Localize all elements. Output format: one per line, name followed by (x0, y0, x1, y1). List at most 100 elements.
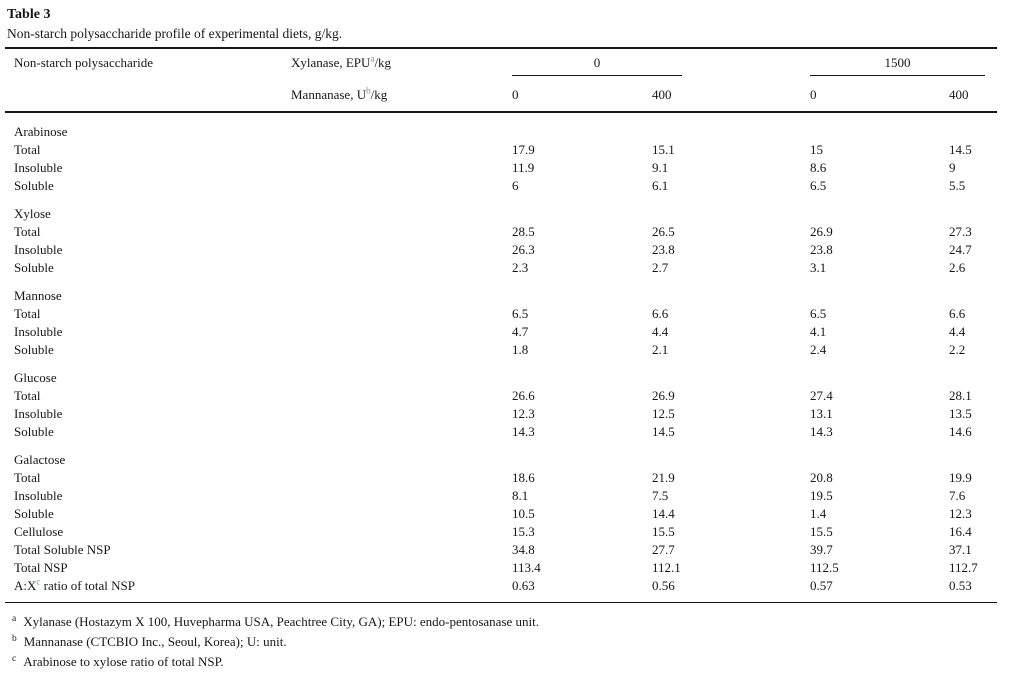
footnote-ref-c[interactable]: c (36, 576, 41, 587)
value-cell: 13.1 (810, 406, 833, 421)
value-cell: 112.7 (949, 560, 978, 575)
table-row: A:Xc ratio of total NSP 0.63 0.56 0.57 0.53 (5, 577, 997, 603)
row-label: Total (14, 224, 41, 239)
table-row: Total 18.6 21.9 20.8 19.9 (5, 469, 997, 487)
value-cell: 8.6 (810, 160, 827, 175)
footnote-text: Mannanase (CTCBIO Inc., Seoul, Korea); U… (23, 634, 287, 649)
row-label: A:Xc ratio of total NSP (5, 577, 507, 603)
table-row: Total 6.5 6.6 6.5 6.6 (5, 305, 997, 323)
value-cell: 4.4 (949, 324, 966, 339)
value-cell: 14.3 (512, 424, 535, 439)
value-cell: 4.4 (652, 324, 669, 339)
value-cell: 112.1 (652, 560, 681, 575)
table-row: Soluble 10.5 14.4 1.4 12.3 (5, 505, 997, 523)
value-cell: 6.1 (652, 178, 669, 193)
table-caption: Non-starch polysaccharide profile of exp… (7, 26, 343, 41)
footnotes: a Xylanase (Hostazym X 100, Huvepharma US… (12, 612, 1020, 672)
header-xylanase: Xylanase, EPUa/kg (291, 53, 392, 70)
value-cell: 23.8 (652, 242, 675, 257)
header-empty-cell (5, 76, 286, 113)
table-label: Table 3 (7, 7, 51, 22)
mannanase-level: 0 (805, 76, 944, 113)
row-label: Total (14, 306, 41, 321)
xylanase-level-0: 0 (512, 55, 682, 76)
row-label: Insoluble (14, 160, 63, 175)
table-row: Insoluble 11.9 9.1 8.6 9 (5, 159, 997, 177)
section-header: Xylose (14, 206, 51, 221)
value-cell: 2.1 (652, 342, 669, 357)
row-label: Total Soluble NSP (14, 542, 111, 557)
row-label: Insoluble (14, 242, 63, 257)
value-cell: 5.5 (949, 178, 966, 193)
value-cell: 112.5 (810, 560, 839, 575)
mannanase-level: 400 (647, 76, 805, 113)
value-cell: 34.8 (512, 542, 535, 557)
value-cell: 24.7 (949, 242, 972, 257)
row-label: Insoluble (14, 488, 63, 503)
mannanase-level: 0 (507, 76, 647, 113)
row-label: Insoluble (14, 406, 63, 421)
value-cell: 19.9 (949, 470, 972, 485)
header-row-label-text: Non-starch polysaccharide (14, 55, 153, 70)
row-label: Total (14, 142, 41, 157)
section-row: Arabinose (5, 112, 997, 141)
value-cell: 14.4 (652, 506, 675, 521)
section-row: Glucose (5, 359, 997, 387)
row-label: Insoluble (14, 324, 63, 339)
footnote-b: b Mannanase (CTCBIO Inc., Seoul, Korea); … (12, 632, 1020, 652)
xylanase-level-1500: 1500 (810, 55, 985, 76)
table-row: Soluble 6 6.1 6.5 5.5 (5, 177, 997, 195)
mannanase-level: 400 (944, 76, 997, 113)
value-cell: 14.6 (949, 424, 972, 439)
xylanase-group-1500: 1500 (805, 48, 997, 76)
nsp-profile-table: Non-starch polysaccharide Xylanase, EPUa… (5, 47, 997, 603)
value-cell: 10.5 (512, 506, 535, 521)
value-cell: 9 (949, 160, 956, 175)
value-cell: 28.5 (512, 224, 535, 239)
value-cell: 4.7 (512, 324, 529, 339)
row-label: Soluble (14, 342, 54, 357)
section-row: Mannose (5, 277, 997, 305)
table-row: Total 17.9 15.1 15 14.5 (5, 141, 997, 159)
footnote-marker: c (12, 653, 17, 664)
table-row: Insoluble 12.3 12.5 13.1 13.5 (5, 405, 997, 423)
value-cell: 28.1 (949, 388, 972, 403)
value-cell: 2.3 (512, 260, 529, 275)
footnote-ref-a[interactable]: a (370, 53, 375, 64)
section-row: Galactose (5, 441, 997, 469)
section-header: Mannose (14, 288, 62, 303)
table-row: Total NSP 113.4 112.1 112.5 112.7 (5, 559, 997, 577)
table-body: Arabinose Total 17.9 15.1 15 14.5 Insoluble 11.… (5, 112, 997, 603)
value-cell: 15.5 (810, 524, 833, 539)
row-label: Soluble (14, 506, 54, 521)
value-cell: 21.9 (652, 470, 675, 485)
table-row: Soluble 1.8 2.1 2.4 2.2 (5, 341, 997, 359)
value-cell: 27.3 (949, 224, 972, 239)
value-cell: 1.8 (512, 342, 529, 357)
row-label: Total (14, 388, 41, 403)
section-header: Arabinose (14, 124, 68, 139)
xylanase-group-0: 0 (507, 48, 805, 76)
value-cell: 1.4 (810, 506, 827, 521)
value-cell: 6.5 (512, 306, 529, 321)
value-cell: 27.7 (652, 542, 675, 557)
value-cell: 26.6 (512, 388, 535, 403)
value-cell: 15 (810, 142, 823, 157)
value-cell: 17.9 (512, 142, 535, 157)
header-mannanase: Mannanase, Ub/kg (286, 76, 507, 113)
footnote-a: a Xylanase (Hostazym X 100, Huvepharma US… (12, 612, 1020, 632)
value-cell: 0.57 (810, 578, 833, 593)
value-cell: 9.1 (652, 160, 669, 175)
section-header: Glucose (14, 370, 57, 385)
footnote-ref-b[interactable]: b (366, 85, 371, 96)
value-cell: 14.5 (949, 142, 972, 157)
table-row: Insoluble 26.3 23.8 23.8 24.7 (5, 241, 997, 259)
value-cell: 16.4 (949, 524, 972, 539)
value-cell: 4.1 (810, 324, 827, 339)
table-row: Soluble 14.3 14.5 14.3 14.6 (5, 423, 997, 441)
table-row: Total 26.6 26.9 27.4 28.1 (5, 387, 997, 405)
value-cell: 0.53 (949, 578, 972, 593)
row-label: Total (14, 470, 41, 485)
table-row: Total Soluble NSP 34.8 27.7 39.7 37.1 (5, 541, 997, 559)
footnote-c: c Arabinose to xylose ratio of total NSP. (12, 652, 1020, 672)
